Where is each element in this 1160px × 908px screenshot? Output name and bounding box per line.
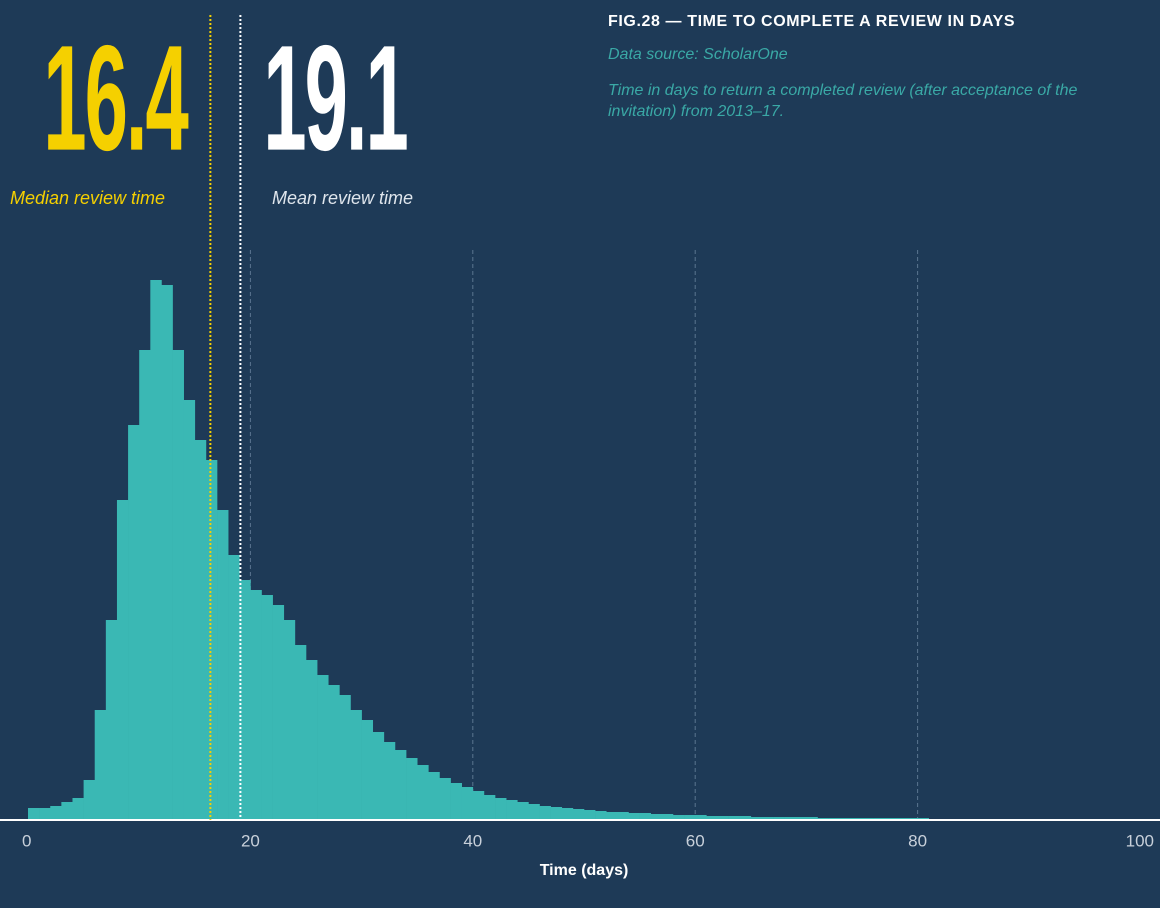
bar <box>528 804 540 820</box>
bar <box>372 732 385 820</box>
big-number: 19.1 <box>263 15 407 182</box>
bar <box>317 675 329 820</box>
bar <box>306 660 318 820</box>
bar <box>606 812 618 820</box>
bar <box>761 817 774 820</box>
bar <box>217 510 229 820</box>
bar <box>205 460 218 820</box>
bar <box>784 817 796 820</box>
bar <box>684 815 696 820</box>
bar <box>250 590 262 820</box>
bar <box>561 808 574 820</box>
bar <box>83 780 96 820</box>
bar <box>350 710 362 820</box>
bar <box>239 580 251 820</box>
bar <box>572 809 585 820</box>
bar <box>517 802 529 820</box>
bar <box>650 814 663 820</box>
bar <box>539 806 551 820</box>
bar <box>361 720 374 820</box>
bar <box>150 280 162 820</box>
bar <box>706 816 718 820</box>
bar <box>339 695 351 820</box>
bar <box>50 806 62 820</box>
bar <box>272 605 285 820</box>
chart-title: FIG.28 — TIME TO COMPLETE A REVIEW IN DA… <box>608 13 1016 30</box>
x-axis-label: Time (days) <box>540 862 629 879</box>
bar <box>450 783 462 820</box>
bar <box>328 685 340 820</box>
bar <box>672 815 685 820</box>
x-tick-label: 0 <box>22 831 31 850</box>
bar <box>128 425 140 820</box>
bar <box>795 817 807 820</box>
bar <box>294 645 307 820</box>
chart-note: Time in days to return a completed revie… <box>608 82 1078 120</box>
big-number-group: 16.4 <box>43 15 190 182</box>
bar <box>483 795 496 820</box>
bar <box>61 802 73 820</box>
bar <box>506 800 518 820</box>
bar <box>728 816 740 820</box>
x-tick-label: 40 <box>463 831 482 850</box>
bar <box>472 791 485 820</box>
bar <box>550 807 563 820</box>
bar <box>383 742 396 820</box>
bar <box>806 817 818 820</box>
grid <box>249 250 919 820</box>
x-tick-label: 80 <box>908 831 927 850</box>
bar <box>394 750 407 820</box>
bar <box>495 798 507 820</box>
bar <box>228 555 240 820</box>
bar <box>595 811 607 820</box>
bar <box>28 808 40 820</box>
bar <box>773 817 785 820</box>
bar <box>428 772 440 820</box>
x-tick-label: 20 <box>241 831 260 850</box>
bar <box>116 500 129 820</box>
bar <box>172 350 184 820</box>
bar <box>161 285 173 820</box>
bar <box>695 815 707 820</box>
bar <box>194 440 207 820</box>
x-tick-label: 60 <box>686 831 705 850</box>
bar <box>417 765 429 820</box>
bar <box>261 595 273 820</box>
reference-label: Mean review time <box>272 188 413 208</box>
bar <box>461 787 474 820</box>
reference-label: Median review time <box>10 188 165 208</box>
bar <box>39 808 51 820</box>
big-number: 16.4 <box>43 15 188 182</box>
bar <box>628 813 640 820</box>
bar <box>72 798 84 820</box>
bar <box>584 810 596 820</box>
bar <box>94 710 107 820</box>
chart-subtitle: Data source: ScholarOne <box>608 46 788 63</box>
bar <box>750 817 763 820</box>
bar <box>406 758 418 820</box>
bar <box>105 620 118 820</box>
bar <box>717 816 729 820</box>
bar <box>739 816 752 820</box>
big-number-group: 19.1 <box>263 15 409 182</box>
bar <box>661 814 674 820</box>
bar <box>639 813 652 820</box>
bar <box>139 350 151 820</box>
bar <box>439 778 451 820</box>
bar <box>283 620 296 820</box>
bar <box>183 400 196 820</box>
x-tick-label: 100 <box>1126 831 1154 850</box>
bar <box>617 812 629 820</box>
